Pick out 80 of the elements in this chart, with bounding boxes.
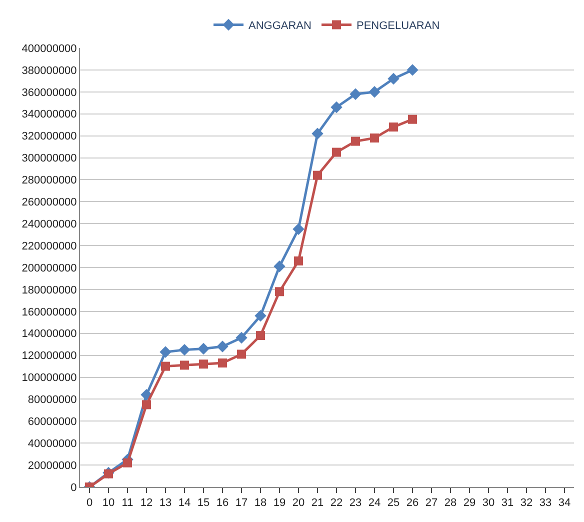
point	[351, 136, 360, 146]
y-tick-label: 60000000	[28, 416, 77, 428]
legend-label: PENGELUARAN	[356, 20, 440, 32]
y-tick-label: 360000000	[22, 86, 77, 99]
point	[142, 400, 151, 410]
y-tick-label: 80000000	[28, 394, 77, 406]
x-tick-label: 25	[387, 497, 400, 510]
x-tick-label: 10	[102, 497, 115, 510]
point	[198, 342, 210, 355]
x-tick-label: 18	[254, 497, 267, 510]
x-tick-label: 23	[349, 497, 362, 510]
y-tick-label: 120000000	[22, 350, 77, 362]
x-tick-label: 27	[425, 497, 438, 510]
point	[350, 88, 362, 100]
x-tick-label: 31	[501, 497, 514, 510]
y-tick-label: 0	[70, 482, 77, 494]
x-tick-label: 24	[368, 497, 381, 510]
x-tick-label: 29	[463, 497, 476, 510]
point	[332, 148, 341, 157]
y-tick-label: 100000000	[22, 372, 77, 384]
point	[216, 340, 228, 352]
point	[254, 310, 266, 322]
point	[370, 134, 379, 142]
point	[406, 64, 418, 76]
y-tick-label: 280000000	[22, 174, 77, 187]
x-tick-label: 34	[558, 497, 571, 510]
point	[180, 360, 189, 370]
point	[218, 358, 227, 368]
x-tick-label: 26	[406, 497, 419, 510]
x-tick-label: 17	[235, 497, 248, 510]
y-tick-label: 200000000	[22, 262, 77, 274]
point	[256, 331, 265, 340]
point	[313, 170, 322, 180]
y-tick-label: 380000000	[22, 64, 77, 77]
y-tick-label: 260000000	[22, 196, 77, 208]
point	[368, 86, 380, 98]
point	[237, 350, 246, 359]
x-tick-label: 32	[520, 497, 533, 510]
point	[294, 256, 303, 266]
x-tick-label: 0	[86, 497, 93, 510]
point	[274, 260, 286, 272]
x-tick-label: 30	[482, 497, 495, 510]
x-tick-label: 20	[292, 497, 305, 510]
point	[161, 362, 170, 371]
point	[292, 223, 304, 235]
y-tick-label: 40000000	[28, 438, 77, 450]
point	[199, 360, 208, 369]
x-tick-label: 33	[539, 497, 552, 510]
point	[408, 114, 417, 124]
y-tick-label: 220000000	[22, 240, 77, 252]
y-tick-label: 320000000	[22, 130, 77, 143]
y-tick-label: 180000000	[22, 284, 77, 296]
point	[178, 344, 190, 356]
y-tick-label: 400000000	[22, 42, 77, 55]
x-tick-label: 12	[140, 497, 153, 510]
legend-label: ANGGARAN	[248, 20, 312, 32]
point	[236, 332, 248, 344]
x-tick-label: 22	[330, 497, 343, 510]
y-tick-label: 160000000	[22, 306, 77, 318]
y-tick-label: 340000000	[22, 108, 77, 121]
point	[275, 287, 284, 296]
y-tick-label: 240000000	[22, 218, 77, 230]
x-tick-label: 16	[216, 497, 229, 510]
x-tick-label: 14	[178, 497, 191, 510]
x-tick-label: 11	[122, 497, 134, 510]
x-tick-label: 13	[159, 497, 172, 510]
point	[388, 72, 400, 85]
point	[330, 101, 342, 114]
x-tick-label: 21	[311, 497, 324, 510]
y-tick-label: 140000000	[22, 328, 77, 340]
point	[160, 346, 172, 358]
point	[312, 128, 324, 140]
x-tick-label: 19	[273, 497, 286, 510]
point	[123, 458, 132, 468]
x-tick-label: 15	[197, 497, 210, 510]
point	[389, 122, 398, 132]
y-tick-label: 20000000	[28, 460, 77, 472]
point	[104, 469, 113, 478]
x-tick-label: 28	[444, 497, 457, 510]
y-tick-label: 300000000	[22, 152, 77, 165]
